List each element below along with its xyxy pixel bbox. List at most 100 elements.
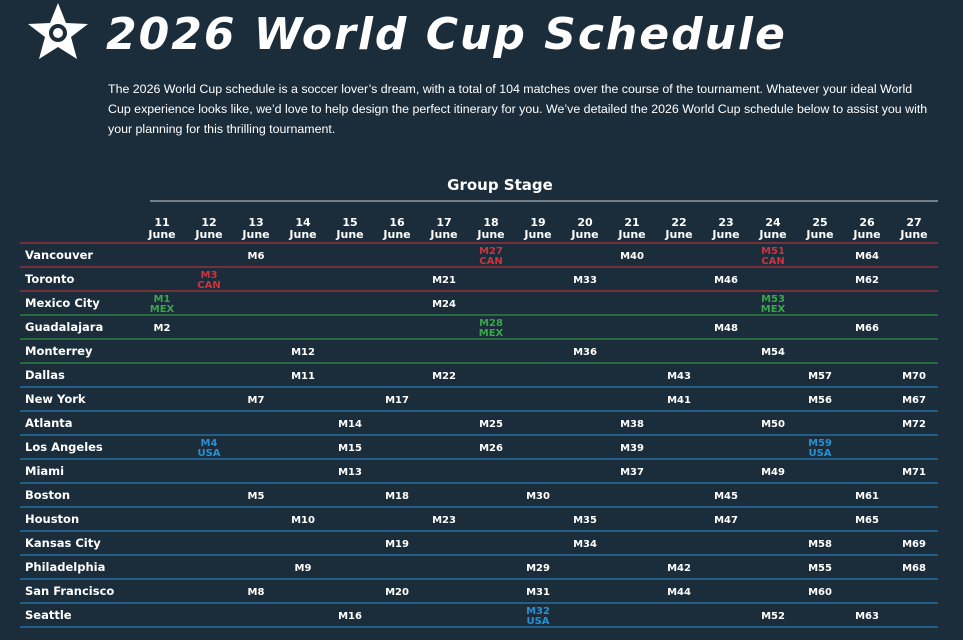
- match: M13: [338, 467, 362, 478]
- date-day: 13: [248, 216, 263, 229]
- match: M25: [479, 419, 503, 430]
- date-day: 22: [671, 216, 686, 229]
- date-month: June: [711, 228, 739, 241]
- match: M19: [385, 539, 409, 550]
- city: New York: [25, 392, 86, 406]
- match: M42: [667, 563, 691, 574]
- match: M12: [291, 347, 315, 358]
- date-day: 18: [483, 216, 498, 229]
- match: M39: [620, 443, 644, 454]
- host: MEX: [150, 304, 175, 315]
- date-day: 25: [812, 216, 827, 229]
- match: M50: [761, 419, 785, 430]
- host: MEX: [479, 328, 504, 339]
- date-day: 24: [765, 216, 781, 229]
- match: M68: [902, 563, 926, 574]
- match: M40: [620, 251, 644, 262]
- city: Dallas: [25, 368, 65, 382]
- date-day: 19: [530, 216, 545, 229]
- date-month: June: [852, 228, 880, 241]
- match: M65: [855, 515, 879, 526]
- match: M59: [808, 438, 832, 449]
- match: M15: [338, 443, 362, 454]
- match: M5: [248, 491, 265, 502]
- match: M45: [714, 491, 738, 502]
- match: M34: [573, 539, 597, 550]
- host: MEX: [761, 304, 786, 315]
- host: USA: [197, 448, 220, 459]
- date-month: June: [523, 228, 551, 241]
- table: 11June12June13June14June15June16June17Ju…: [20, 216, 938, 628]
- match: M29: [526, 563, 550, 574]
- date-day: 23: [718, 216, 733, 229]
- match: M49: [761, 467, 785, 478]
- date-day: 20: [577, 216, 593, 229]
- date-month: June: [335, 228, 363, 241]
- city: Kansas City: [25, 536, 101, 550]
- match: M56: [808, 395, 832, 406]
- match: M31: [526, 587, 550, 598]
- match: M54: [761, 347, 785, 358]
- date-month: June: [476, 228, 504, 241]
- match: M61: [855, 491, 879, 502]
- match: M7: [248, 395, 265, 406]
- section-title: Group Stage: [447, 176, 553, 194]
- match: M72: [902, 419, 926, 430]
- match: M33: [573, 275, 597, 286]
- match: M14: [338, 419, 362, 430]
- city: Monterrey: [25, 344, 93, 358]
- match: M44: [667, 587, 691, 598]
- match: M2: [154, 323, 171, 334]
- match: M6: [248, 251, 265, 262]
- date-day: 11: [154, 216, 169, 229]
- match: M8: [248, 587, 265, 598]
- date-day: 16: [389, 216, 405, 229]
- match: M66: [855, 323, 879, 334]
- date-day: 14: [295, 216, 311, 229]
- match: M26: [479, 443, 503, 454]
- city: Boston: [25, 488, 70, 502]
- match: M69: [902, 539, 926, 550]
- match: M38: [620, 419, 644, 430]
- intro: The 2026 World Cup schedule is a soccer …: [108, 82, 928, 136]
- match: M37: [620, 467, 644, 478]
- date-month: June: [147, 228, 175, 241]
- date-day: 15: [342, 216, 357, 229]
- match: M28: [479, 318, 503, 329]
- match: M53: [761, 294, 785, 305]
- date-month: June: [570, 228, 598, 241]
- match: M9: [295, 563, 312, 574]
- date-month: June: [288, 228, 316, 241]
- match: M4: [201, 438, 218, 449]
- date-month: June: [241, 228, 269, 241]
- date-month: June: [664, 228, 692, 241]
- date-month: June: [805, 228, 833, 241]
- match: M23: [432, 515, 456, 526]
- city: Atlanta: [25, 416, 73, 430]
- match: M62: [855, 275, 879, 286]
- city: Seattle: [25, 608, 72, 622]
- match: M35: [573, 515, 597, 526]
- city: Toronto: [25, 272, 74, 286]
- date-day: 17: [436, 216, 451, 229]
- match: M47: [714, 515, 738, 526]
- match: M64: [855, 251, 879, 262]
- match: M71: [902, 467, 926, 478]
- date-day: 21: [624, 216, 639, 229]
- match: M11: [291, 371, 315, 382]
- host: CAN: [761, 256, 784, 267]
- date-month: June: [382, 228, 410, 241]
- city: Philadelphia: [25, 560, 105, 574]
- match: M52: [761, 611, 785, 622]
- match: M27: [479, 246, 503, 257]
- date-day: 12: [201, 216, 216, 229]
- match: M63: [855, 611, 879, 622]
- host: CAN: [197, 280, 220, 291]
- match: M48: [714, 323, 738, 334]
- date-month: June: [758, 228, 786, 241]
- match: M22: [432, 371, 456, 382]
- match: M51: [761, 246, 785, 257]
- host: USA: [808, 448, 831, 459]
- date-month: June: [194, 228, 222, 241]
